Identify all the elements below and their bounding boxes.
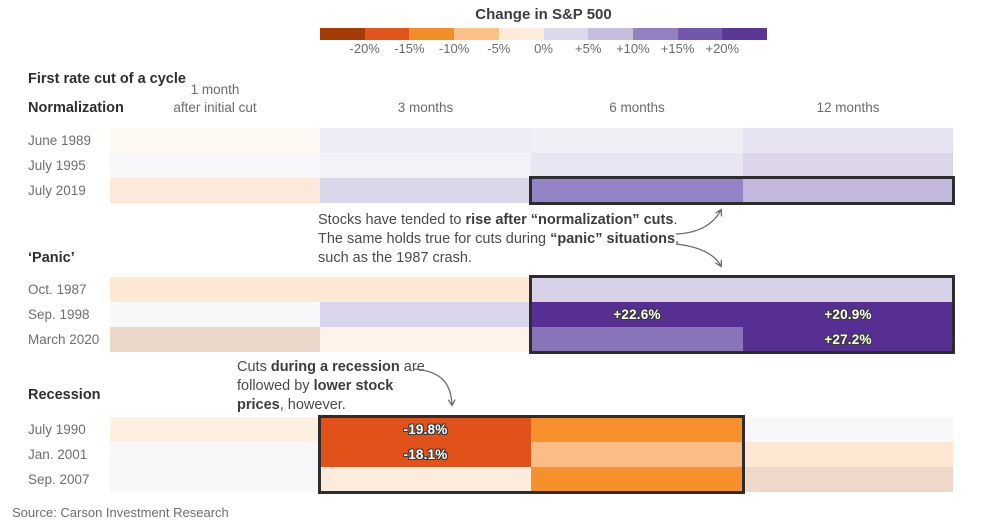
heatmap-cell <box>531 467 743 492</box>
legend-swatch <box>722 28 768 40</box>
column-header: 6 months <box>609 100 665 115</box>
legend-color-scale <box>320 28 768 40</box>
column-header: 3 months <box>397 100 454 115</box>
heatmap-cell: +27.2% <box>743 327 953 352</box>
heatmap-cell <box>110 442 320 467</box>
heatmap-cell <box>743 178 953 203</box>
legend-tick-labels: -20% -15% -10% -5% 0% +5% +10% +15% +20% <box>320 41 767 57</box>
cell-value-label: -19.8% <box>403 422 448 437</box>
heatmap-cell <box>110 153 320 178</box>
column-header: 12 months <box>816 100 880 115</box>
row-label: July 2019 <box>28 183 86 198</box>
heatmap-cell <box>531 442 743 467</box>
source-note: Source: Carson Investment Research <box>12 505 229 520</box>
heatmap-cell: -18.1% <box>320 442 531 467</box>
legend-swatch <box>454 28 499 40</box>
section-label: Recession <box>28 387 101 403</box>
legend-tick-label: +15% <box>660 41 695 56</box>
legend-tick-label: -10% <box>438 41 470 56</box>
cell-value-label: +27.2% <box>824 332 872 347</box>
heatmap-cell <box>320 302 531 327</box>
legend-tick-label: -20% <box>349 41 380 56</box>
annotation-text: Stocks have tended to rise after “normal… <box>318 212 680 266</box>
section-label: Normalization <box>28 100 124 116</box>
heatmap-cell <box>110 327 320 352</box>
row-label: Sep. 1998 <box>28 307 90 322</box>
heatmap-cell: +20.9% <box>743 302 953 327</box>
heatmap-cell <box>531 153 743 178</box>
arrow-to-normalization-box <box>675 210 721 235</box>
legend-title: Change in S&P 500 <box>475 6 612 23</box>
heatmap-cell <box>320 153 531 178</box>
heatmap-cell <box>110 467 320 492</box>
heatmap-cell <box>320 178 531 203</box>
heatmap-cell <box>743 128 953 153</box>
legend-swatch <box>320 28 365 40</box>
heatmap-cell <box>320 327 531 352</box>
heatmap-cell <box>743 467 953 492</box>
legend-swatch <box>364 28 410 40</box>
legend-tick-label: +20% <box>705 41 740 56</box>
heatmap-cell <box>531 417 743 442</box>
annotation-text: Cuts during a recession are followed by l… <box>237 359 425 413</box>
row-label: Oct. 1987 <box>28 282 87 297</box>
heatmap-cell <box>110 277 320 302</box>
section-label: ‘Panic’ <box>28 250 75 266</box>
legend-tick-label: -5% <box>487 41 511 56</box>
heatmap-cell: +22.6% <box>531 302 743 327</box>
legend-swatch <box>588 28 633 40</box>
heatmap-cell <box>743 153 953 178</box>
chart-subtitle: First rate cut of a cycle <box>28 71 186 87</box>
heatmap-cell <box>531 327 743 352</box>
legend-swatch <box>498 28 544 40</box>
heatmap-cell <box>320 467 531 492</box>
cell-value-label: +20.9% <box>824 307 872 322</box>
heatmap-cell <box>531 128 743 153</box>
cell-value-label: +22.6% <box>613 307 661 322</box>
heatmap-cell: -19.8% <box>320 417 531 442</box>
heatmap-cell <box>320 277 531 302</box>
column-header: 1 month after initial cut <box>173 82 257 115</box>
legend-swatch <box>543 28 589 40</box>
heatmap-cell <box>743 442 953 467</box>
legend-tick-label: -15% <box>394 41 425 56</box>
legend-swatch <box>677 28 723 40</box>
row-label: July 1995 <box>28 158 86 173</box>
row-label: June 1989 <box>28 133 92 148</box>
cell-value-label: -18.1% <box>403 447 448 462</box>
heatmap-cell <box>320 128 531 153</box>
heatmap-cell <box>110 128 320 153</box>
row-label: July 1990 <box>28 422 86 437</box>
heatmap-cell <box>110 417 320 442</box>
legend-swatch <box>632 28 678 40</box>
heatmap-cell <box>110 178 320 203</box>
heatmap-cell <box>110 302 320 327</box>
row-label: March 2020 <box>28 332 100 347</box>
heatmap-cell <box>743 417 953 442</box>
heatmap-cell <box>531 178 743 203</box>
heatmap-cell <box>531 277 743 302</box>
legend-tick-label: +5% <box>574 41 602 56</box>
legend-tick-label: +10% <box>616 41 650 56</box>
row-label: Sep. 2007 <box>28 472 90 487</box>
legend-swatch <box>409 28 455 40</box>
heatmap-cell <box>743 277 953 302</box>
row-label: Jan. 2001 <box>28 447 88 462</box>
arrow-to-panic-box <box>675 243 721 266</box>
legend-tick-label: 0% <box>534 41 553 56</box>
